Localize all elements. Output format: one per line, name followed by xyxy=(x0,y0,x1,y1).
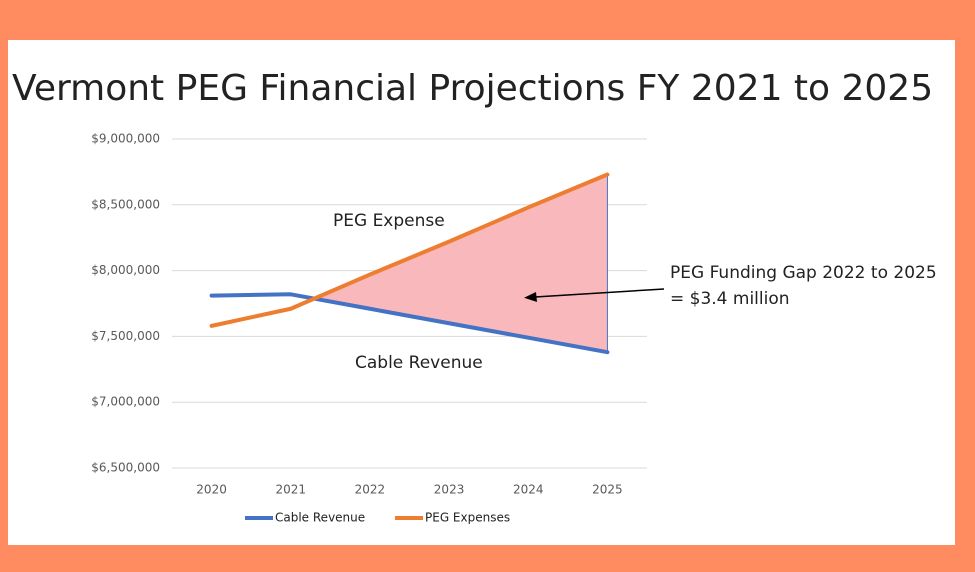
x-tick-label: 2025 xyxy=(592,483,623,497)
chart-title: Vermont PEG Financial Projections FY 202… xyxy=(12,68,933,109)
plot xyxy=(209,172,610,355)
arrow-head xyxy=(524,292,537,302)
series-line xyxy=(209,292,610,355)
x-tick-label: 2022 xyxy=(355,483,386,497)
annotation: PEG Expense xyxy=(333,211,445,231)
y-tick-label: $7,500,000 xyxy=(91,329,160,343)
y-tick-label: $9,000,000 xyxy=(91,132,160,146)
series-line xyxy=(209,172,610,328)
x-tick-label: 2024 xyxy=(513,483,544,497)
x-tick-label: 2021 xyxy=(275,483,306,497)
x-tick-label: 2023 xyxy=(434,483,465,497)
y-tick-label: $8,000,000 xyxy=(91,263,160,277)
y-tick-label: $6,500,000 xyxy=(91,461,160,475)
legend-label: PEG Expenses xyxy=(425,511,510,525)
legend-label: Cable Revenue xyxy=(275,511,365,525)
annotation: PEG Funding Gap 2022 to 2025 xyxy=(670,263,937,283)
y-tick-label: $8,500,000 xyxy=(91,197,160,211)
x-tick-label: 2020 xyxy=(196,483,227,497)
y-tick-label: $7,000,000 xyxy=(91,395,160,409)
annotation: Cable Revenue xyxy=(355,353,483,373)
annotation: = $3.4 million xyxy=(670,289,790,309)
arrow-line xyxy=(534,288,665,298)
